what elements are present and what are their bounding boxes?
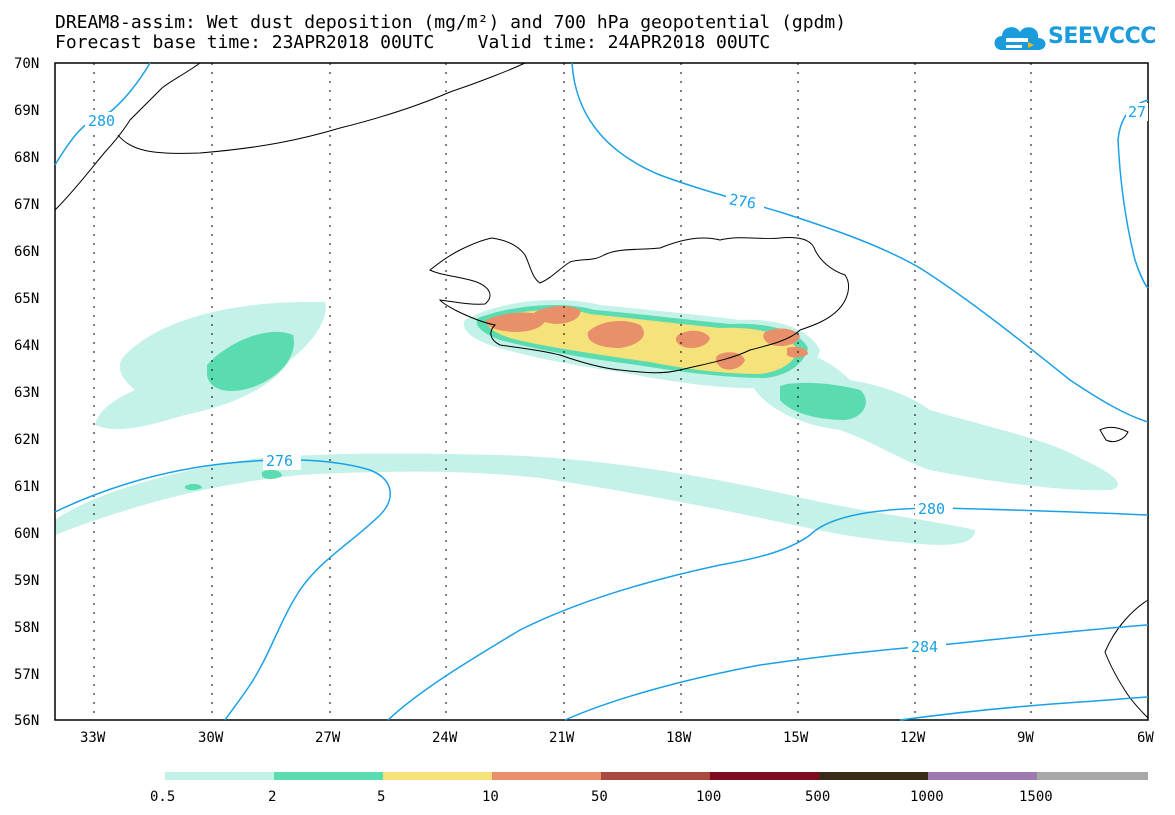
legend-label: 1500 [1019, 789, 1053, 805]
deposition-patch-east [780, 382, 866, 420]
deposition-patch-south [262, 469, 282, 479]
lat-label: 63N [14, 385, 39, 401]
lat-label: 67N [14, 197, 39, 213]
lat-label: 62N [14, 432, 39, 448]
lon-label: 33W [80, 730, 106, 746]
deposition-iceland-orange-4 [676, 330, 710, 348]
contour-label-284: 284 [911, 638, 938, 656]
legend-swatch [1037, 772, 1148, 780]
lat-label: 68N [14, 150, 39, 166]
lat-label: 60N [14, 526, 39, 542]
cloud-icon [994, 27, 1046, 50]
lat-label: 61N [14, 479, 39, 495]
coastlines [54, 62, 1149, 719]
lon-label: 18W [666, 730, 692, 746]
legend-swatch [819, 772, 928, 780]
legend-label: 2 [268, 789, 276, 805]
legend-swatch [928, 772, 1037, 780]
legend-swatch [710, 772, 819, 780]
chart-subtitle: Forecast base time: 23APR2018 00UTC Vali… [55, 32, 771, 53]
lat-label: 66N [14, 244, 39, 260]
lon-label: 15W [783, 730, 809, 746]
latitude-labels: 70N 69N 68N 67N 66N 65N 64N 63N 62N 61N … [14, 56, 39, 729]
map-frame [54, 62, 1149, 721]
contour-288-se [899, 696, 1149, 721]
legend-label: 50 [591, 789, 608, 805]
lon-label: 30W [198, 730, 224, 746]
coastline-scotland [1104, 599, 1149, 719]
coastline-faroes [1099, 426, 1129, 443]
deposition-iceland-orange-5 [715, 352, 745, 370]
lon-label: 12W [900, 730, 926, 746]
coastline-iceland [429, 237, 849, 374]
color-legend: 0.5 2 5 10 50 100 500 1000 1500 [150, 772, 1148, 805]
logo-text: SEEVCCC [1048, 24, 1156, 49]
geopotential-contours [54, 62, 1149, 721]
contour-label-276-north: 276 [728, 190, 758, 212]
contour-276-north [571, 62, 1149, 423]
seevccc-logo: SEEVCCC [990, 18, 1156, 58]
contour-284 [564, 624, 1149, 721]
contour-280-south [387, 507, 1149, 721]
lat-label: 64N [14, 338, 39, 354]
deposition-iceland-orange-2 [534, 306, 581, 324]
contour-label-276-south: 276 [266, 452, 293, 470]
legend-label: 0.5 [150, 789, 175, 805]
legend-label: 5 [377, 789, 385, 805]
chart-title: DREAM8-assim: Wet dust deposition (mg/m²… [55, 12, 847, 33]
deposition-plume-east [748, 349, 1119, 491]
legend-swatch [165, 772, 274, 780]
contour-label-boxes [85, 103, 1148, 656]
lon-label: 24W [432, 730, 458, 746]
deposition-iceland-orange-6 [763, 328, 800, 346]
legend-label: 100 [696, 789, 721, 805]
lon-label: 21W [549, 730, 575, 746]
legend-label: 500 [805, 789, 830, 805]
deposition-iceland-orange-1 [485, 312, 546, 332]
deposition-patch-south-2 [185, 483, 202, 491]
graticule [93, 63, 1032, 720]
contour-label-280-nw: 280 [88, 112, 115, 130]
lat-label: 56N [14, 713, 39, 729]
contour-label-280-south: 280 [918, 500, 945, 518]
lat-label: 58N [14, 620, 39, 636]
legend-swatch [492, 772, 601, 780]
lon-label: 9W [1017, 730, 1034, 746]
lat-label: 57N [14, 667, 39, 683]
longitude-labels: 33W 30W 27W 24W 21W 18W 15W 12W 9W 6W [80, 730, 1154, 746]
contour-label-27-ne: 27 [1128, 103, 1146, 121]
lat-label: 70N [14, 56, 39, 72]
legend-swatch [383, 772, 492, 780]
deposition-patch-west [207, 331, 294, 391]
contour-276-south [54, 459, 391, 721]
lat-label: 65N [14, 291, 39, 307]
deposition-band-south [55, 453, 975, 545]
legend-label: 1000 [910, 789, 944, 805]
map-area [55, 300, 1119, 545]
coastline-greenland [54, 62, 526, 211]
lat-label: 59N [14, 573, 39, 589]
lon-label: 27W [315, 730, 341, 746]
deposition-iceland-orange-3 [587, 320, 644, 348]
legend-label: 10 [482, 789, 499, 805]
legend-swatch [601, 772, 710, 780]
contour-27-ne [1117, 99, 1149, 289]
legend-swatch [274, 772, 383, 780]
lon-label: 6W [1137, 730, 1154, 746]
lat-label: 69N [14, 103, 39, 119]
